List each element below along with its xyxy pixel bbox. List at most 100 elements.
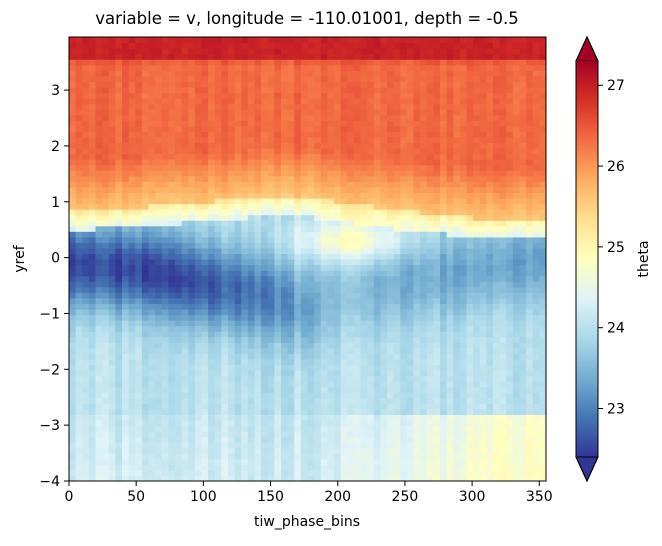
heatmap-cell — [327, 370, 334, 376]
heatmap-cell — [347, 126, 354, 132]
heatmap-cell — [235, 420, 242, 426]
heatmap-cell — [241, 381, 248, 387]
heatmap-cell — [235, 220, 242, 226]
heatmap-cell — [182, 426, 189, 432]
heatmap-cell — [327, 414, 334, 420]
heatmap-cell — [182, 209, 189, 215]
heatmap-cell — [334, 398, 341, 404]
heatmap-cell — [188, 126, 195, 132]
heatmap-cell — [294, 387, 301, 393]
heatmap-cell — [235, 470, 242, 476]
heatmap-cell — [334, 93, 341, 99]
heatmap-cell — [274, 65, 281, 71]
heatmap-cell — [168, 76, 175, 82]
heatmap-cell — [380, 176, 387, 182]
heatmap-cell — [361, 364, 368, 370]
heatmap-cell — [400, 470, 407, 476]
heatmap-cell — [69, 253, 76, 259]
heatmap-cell — [102, 192, 109, 198]
heatmap-cell — [82, 226, 89, 232]
heatmap-cell — [109, 65, 116, 71]
heatmap-cell — [76, 409, 83, 415]
heatmap-cell — [367, 181, 374, 187]
heatmap-cell — [188, 315, 195, 321]
heatmap-cell — [135, 220, 142, 226]
heatmap-cell — [69, 420, 76, 426]
heatmap-cell — [221, 87, 228, 93]
heatmap-cell — [162, 414, 169, 420]
heatmap-cell — [447, 281, 454, 287]
heatmap-cell — [394, 231, 401, 237]
heatmap-cell — [407, 204, 414, 210]
heatmap-cell — [387, 259, 394, 265]
heatmap-cell — [215, 353, 222, 359]
heatmap-cell — [433, 403, 440, 409]
heatmap-cell — [155, 303, 162, 309]
heatmap-cell — [387, 148, 394, 154]
heatmap-cell — [453, 303, 460, 309]
heatmap-cell — [155, 142, 162, 148]
heatmap-cell — [308, 87, 315, 93]
heatmap-cell — [473, 281, 480, 287]
heatmap-cell — [361, 226, 368, 232]
heatmap-cell — [142, 359, 149, 365]
heatmap-cell — [453, 181, 460, 187]
heatmap-cell — [149, 154, 156, 160]
heatmap-cell — [400, 148, 407, 154]
heatmap-cell — [473, 54, 480, 60]
heatmap-cell — [281, 376, 288, 382]
heatmap-cell — [274, 298, 281, 304]
heatmap-cell — [367, 115, 374, 121]
heatmap-cell — [374, 470, 381, 476]
heatmap-cell — [155, 198, 162, 204]
heatmap-cell — [122, 154, 129, 160]
heatmap-cell — [374, 337, 381, 343]
heatmap-cell — [255, 93, 262, 99]
heatmap-cell — [361, 342, 368, 348]
heatmap-cell — [347, 437, 354, 443]
heatmap-cell — [347, 387, 354, 393]
heatmap-cell — [460, 115, 467, 121]
heatmap-cell — [149, 181, 156, 187]
heatmap-cell — [96, 137, 103, 143]
heatmap-cell — [215, 237, 222, 243]
heatmap-cell — [407, 287, 414, 293]
heatmap-cell — [129, 170, 136, 176]
heatmap-cell — [380, 215, 387, 221]
heatmap-cell — [122, 93, 129, 99]
heatmap-cell — [89, 154, 96, 160]
heatmap-cell — [115, 420, 122, 426]
heatmap-cell — [102, 131, 109, 137]
heatmap-cell — [235, 303, 242, 309]
heatmap-cell — [374, 292, 381, 298]
heatmap-cell — [182, 148, 189, 154]
heatmap-cell — [414, 154, 421, 160]
heatmap-cell — [288, 370, 295, 376]
heatmap-cell — [162, 76, 169, 82]
heatmap-cell — [208, 137, 215, 143]
heatmap-cell — [188, 276, 195, 282]
heatmap-cell — [367, 104, 374, 110]
heatmap-cell — [367, 226, 374, 232]
heatmap-cell — [155, 348, 162, 354]
heatmap-cell — [274, 287, 281, 293]
heatmap-cell — [168, 209, 175, 215]
heatmap-cell — [69, 398, 76, 404]
heatmap-cell — [281, 337, 288, 343]
heatmap-cell — [96, 104, 103, 110]
heatmap-cell — [248, 104, 255, 110]
heatmap-cell — [248, 43, 255, 49]
heatmap-cell — [241, 331, 248, 337]
heatmap-cell — [308, 292, 315, 298]
heatmap-cell — [76, 120, 83, 126]
heatmap-cell — [288, 426, 295, 432]
heatmap-cell — [453, 154, 460, 160]
heatmap-cell — [394, 276, 401, 282]
heatmap-cell — [268, 448, 275, 454]
heatmap-cell — [374, 359, 381, 365]
heatmap-cell — [460, 209, 467, 215]
heatmap-cell — [155, 59, 162, 65]
heatmap-cell — [221, 176, 228, 182]
heatmap-cell — [394, 59, 401, 65]
heatmap-cell — [268, 237, 275, 243]
